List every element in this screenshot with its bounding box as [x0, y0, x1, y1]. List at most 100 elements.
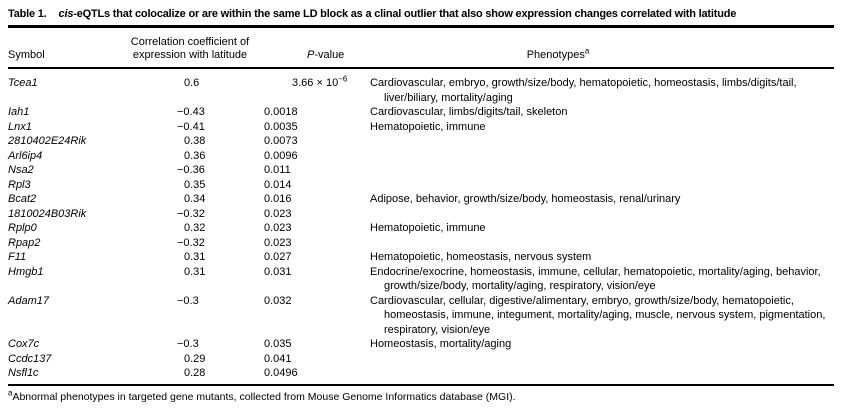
- pvalue-cell: 0.0073: [264, 135, 298, 147]
- gene-symbol-cell: Rpl3: [8, 178, 31, 191]
- table-title-text: -eQTLs that colocalize or are within the…: [73, 8, 737, 20]
- pvalue-header-rest: -value: [314, 49, 345, 61]
- phenotypes-cell: Hematopoietic, immune: [370, 222, 486, 234]
- pvalue-exponent: −6: [338, 74, 348, 84]
- correlation-cell: 0.36: [184, 149, 206, 162]
- column-header-pvalue: P-value: [258, 28, 370, 69]
- gene-symbol-cell: Bcat2: [8, 193, 37, 205]
- pvalue-cell: 0.023: [264, 222, 292, 234]
- correlation-header-line2: expression with latitude: [132, 49, 248, 61]
- pvalue-cell: 0.027: [264, 251, 292, 263]
- gene-symbol-cell: Hmgb1: [8, 265, 44, 278]
- phenotypes-cell: [370, 207, 834, 222]
- column-header-phenotypes: Phenotypesa: [370, 28, 834, 69]
- correlation-cell: 0.35: [184, 178, 206, 191]
- footnote-text: Abnormal phenotypes in targeted gene mut…: [12, 390, 516, 403]
- correlation-cell: −0.3: [177, 338, 199, 350]
- gene-symbol-cell: Adam17: [8, 294, 49, 307]
- table-row: Ccdc137 0.29 0.041: [8, 352, 834, 367]
- correlation-cell: 0.29: [184, 352, 206, 365]
- correlation-cell: 0.38: [184, 135, 206, 147]
- pvalue-cell: 0.0496: [264, 367, 298, 379]
- table-row: 2810402E24Rik 0.38 0.0073: [8, 134, 834, 149]
- gene-symbol-cell: Nsfl1c: [8, 367, 39, 379]
- table-row: Rplp0 0.32 0.023 Hematopoietic, immune: [8, 221, 834, 236]
- gene-symbol-cell: Cox7c: [8, 338, 40, 350]
- table-row: F11 0.31 0.027 Hematopoietic, homeostasis, …: [8, 250, 834, 265]
- pvalue-cell: 0.0035: [264, 120, 298, 133]
- phenotypes-cell: Hematopoietic, homeostasis, nervous syst…: [370, 251, 592, 263]
- pvalue-cell: 0.014: [264, 178, 292, 191]
- pvalue-cell: 0.035: [264, 338, 292, 350]
- table-row: 1810024B03Rik −0.32 0.023: [8, 207, 834, 222]
- phenotypes-cell: Endocrine/exocrine, homeostasis, immune,…: [370, 265, 821, 293]
- phenotypes-cell: Homeostasis, mortality/aging: [370, 338, 512, 350]
- caption-rule: [8, 25, 834, 28]
- gene-symbol-cell: Arl6ip4: [8, 149, 43, 162]
- footnote-marker: a: [8, 388, 13, 397]
- phenotypes-cell: Adipose, behavior, growth/size/body, hom…: [370, 193, 681, 205]
- table-row: Bcat2 0.34 0.016 Adipose, behavior, growth/…: [8, 192, 834, 207]
- pvalue-cell: 0.032: [264, 294, 292, 307]
- table-row: Hmgb1 0.31 0.031 Endocrine/exocrine, homeos…: [8, 265, 834, 294]
- pvalue-cell: 0.011: [264, 164, 291, 176]
- table-footnote: aAbnormal phenotypes in targeted gene mu…: [8, 388, 834, 404]
- phenotypes-cell: [370, 366, 834, 385]
- correlation-cell: 0.32: [184, 222, 206, 234]
- correlation-cell: 0.31: [184, 251, 206, 263]
- gene-symbol-cell: Rpap2: [8, 236, 41, 249]
- correlation-cell: −0.32: [177, 207, 205, 220]
- correlation-cell: 0.28: [184, 367, 206, 379]
- pvalue-cell: 0.023: [264, 207, 292, 220]
- pvalue-cell: 0.041: [264, 352, 292, 365]
- phenotypes-cell: Cardiovascular, cellular, digestive/alim…: [370, 294, 826, 336]
- pvalue-cell: 0.0018: [264, 106, 298, 118]
- gene-symbol-cell: Ccdc137: [8, 352, 52, 365]
- pvalue-cell: 0.0096: [264, 149, 298, 162]
- table-row: Rpap2 −0.32 0.023: [8, 236, 834, 251]
- gene-symbol-cell: 1810024B03Rik: [8, 207, 87, 220]
- phenotypes-cell: [370, 236, 834, 251]
- pvalue-cell: 0.016: [264, 193, 292, 205]
- correlation-cell: 0.6: [184, 77, 200, 89]
- gene-symbol-cell: Iah1: [8, 106, 30, 118]
- table-header: Symbol Correlation coefficient of expres…: [8, 28, 834, 69]
- phenotypes-cell: Cardiovascular, limbs/digits/tail, skele…: [370, 106, 568, 118]
- table-row: Nsfl1c 0.28 0.0496: [8, 366, 834, 385]
- phenotypes-cell: [370, 149, 834, 164]
- phenotypes-header-text: Phenotypes: [526, 49, 585, 61]
- gene-symbol-cell: 2810402E24Rik: [8, 135, 87, 147]
- gene-symbol-cell: F11: [8, 251, 27, 263]
- phenotypes-header-footnote-marker: a: [584, 46, 590, 56]
- eqtl-table: Symbol Correlation coefficient of expres…: [8, 28, 834, 386]
- pvalue-cell: 0.031: [264, 265, 292, 278]
- table-row: Lnx1 −0.41 0.0035 Hematopoietic, immune: [8, 120, 834, 135]
- phenotypes-cell: Hematopoietic, immune: [370, 120, 486, 133]
- table-caption: Table 1. cis-eQTLs that colocalize or are…: [8, 7, 834, 22]
- correlation-cell: −0.36: [177, 164, 205, 176]
- column-header-symbol: Symbol: [8, 28, 123, 69]
- pvalue-header-italic-p: P: [307, 49, 315, 61]
- table-row: Arl6ip4 0.36 0.0096: [8, 149, 834, 164]
- correlation-cell: −0.43: [177, 106, 205, 118]
- table-label: Table 1.: [8, 8, 47, 20]
- gene-symbol-cell: Tcea1: [8, 77, 38, 89]
- pvalue-cell: 0.023: [264, 236, 292, 249]
- table-header-row: Symbol Correlation coefficient of expres…: [8, 28, 834, 69]
- phenotypes-cell: [370, 178, 834, 193]
- table-title-italic: cis: [58, 8, 74, 20]
- phenotypes-cell: [370, 352, 834, 367]
- table-row: Cox7c −0.3 0.035 Homeostasis, mortality/agi…: [8, 337, 834, 352]
- column-header-correlation: Correlation coefficient of expression wi…: [123, 28, 258, 69]
- phenotypes-cell: Cardiovascular, embryo, growth/size/body…: [370, 77, 797, 104]
- table-row: Iah1 −0.43 0.0018 Cardiovascular, limbs/dig…: [8, 105, 834, 120]
- correlation-cell: −0.3: [177, 294, 199, 307]
- gene-symbol-cell: Rplp0: [8, 222, 37, 234]
- correlation-header-line1: Correlation coefficient of: [130, 36, 250, 48]
- gene-symbol-cell: Lnx1: [8, 120, 32, 133]
- table-row: Rpl3 0.35 0.014: [8, 178, 834, 193]
- correlation-cell: 0.31: [184, 265, 206, 278]
- table-row: Adam17 −0.3 0.032 Cardiovascular, cellular,…: [8, 294, 834, 338]
- table-body: Tcea1 0.6 3.66 × 10−6 Cardiovascular, embry…: [8, 68, 834, 385]
